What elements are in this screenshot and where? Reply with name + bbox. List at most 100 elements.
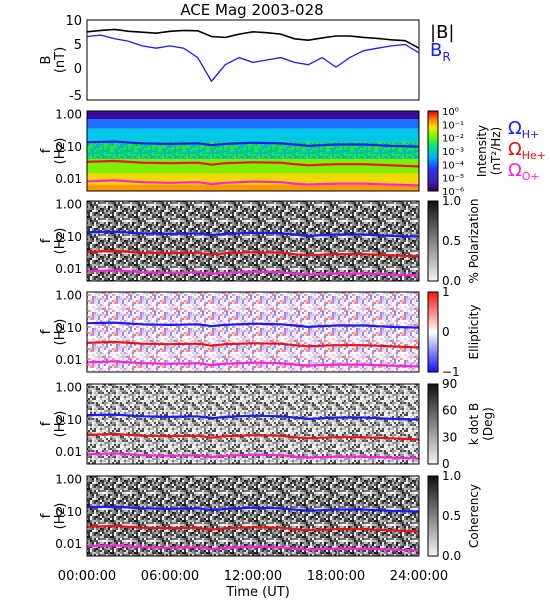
- intensity-colorbar-tick: 10⁻³: [442, 147, 464, 158]
- intensity-colorbar-tick: 10⁻⁶: [442, 187, 464, 198]
- intensity-ytick: 1.00: [55, 108, 82, 122]
- panel-kdotb: f (Hz) 1.00 0.10 0.01 90 60 30 0 k dot B (Deg): [39, 377, 495, 471]
- kdotb-colorbar-unit: (Deg): [481, 407, 495, 441]
- legend-omega-he-main: Ω: [508, 139, 522, 160]
- xtick-06: 06:00:00: [141, 569, 199, 584]
- coherency-spectrogram: [87, 476, 419, 556]
- ellipticity-plot-frame: [86, 291, 420, 373]
- intensity-colorbar: [427, 110, 439, 192]
- ellipticity-colorbar-tick: −1: [442, 365, 460, 379]
- legend-omega-o-main: Ω: [508, 160, 522, 181]
- intensity-gyro-line-he: [86, 159, 420, 168]
- intensity-colorbar-tick: 10⁻²: [442, 134, 464, 145]
- polarization-colorbar-title: % Polarization: [467, 199, 481, 284]
- intensity-band: [87, 128, 419, 142]
- polarization-ytick: 0.10: [55, 230, 82, 244]
- polarization-colorbar: [427, 200, 439, 282]
- legend-omega-he-sub: He+: [522, 149, 546, 162]
- intensity-gyro-line-o: [86, 179, 420, 187]
- xtick-18: 18:00:00: [307, 569, 365, 584]
- coherency-colorbar-title: Coherency: [467, 484, 481, 548]
- x-axis-label: Time (UT): [225, 585, 290, 600]
- panel-coherency: f (Hz) 1.00 0.10 0.01 1.0 0.5 0.0 Coherency: [39, 469, 481, 563]
- ellipticity-ylabel-sub: (Hz): [53, 319, 68, 346]
- series-b-r-line: [86, 34, 420, 83]
- intensity-colorbar-tick: 10⁰: [442, 107, 459, 118]
- kdotb-colorbar: [427, 383, 439, 465]
- kdotb-ytick: 0.01: [55, 445, 82, 459]
- kdotb-ylabel-sub: (Hz): [53, 411, 68, 438]
- legend-omega-o: ΩO+: [508, 160, 540, 183]
- legend-b-total: |B|: [430, 22, 454, 43]
- ellipticity-gyro-line-h: [86, 321, 420, 329]
- kdotb-ytick: 1.00: [55, 381, 82, 395]
- polarization-ylabel-main: f: [39, 238, 54, 243]
- legend-omega-h-sub: H+: [522, 128, 540, 141]
- intensity-colorbar-tick: 10⁻⁵: [442, 174, 464, 185]
- legend-omega-h: ΩH+: [508, 118, 539, 141]
- kdotb-plot-frame: [86, 383, 420, 465]
- intensity-band: [87, 119, 419, 129]
- intensity-colorbar-unit: (nT²/Hz): [489, 127, 503, 175]
- polarization-gyro-line-o: [86, 269, 420, 277]
- coherency-ylabel-sub: (Hz): [53, 503, 68, 530]
- legend-omega-o-sub: O+: [522, 170, 540, 183]
- ellipticity-gyro-line-he: [86, 340, 420, 349]
- polarization-ytick: 0.01: [55, 262, 82, 276]
- xtick-00: 00:00:00: [58, 569, 116, 584]
- legend-b-r-sub: R: [442, 50, 450, 64]
- coherency-gyro-line-he: [86, 524, 420, 533]
- xtick-24: 24:00:00: [390, 569, 448, 584]
- kdotb-ylabel-main: f: [39, 421, 54, 426]
- polarization-colorbar-tick: 0.0: [442, 274, 461, 288]
- intensity-colorbar-tick: 10⁻¹: [442, 120, 464, 131]
- bfield-ytick-10: 10: [65, 14, 82, 29]
- coherency-ytick: 1.00: [55, 473, 82, 487]
- kdotb-colorbar-tick: 60: [442, 404, 457, 418]
- ellipticity-colorbar-title: Ellipticity: [467, 305, 481, 360]
- ellipticity-ytick: 0.01: [55, 353, 82, 367]
- polarization-gyro-line-he: [86, 249, 420, 258]
- x-axis-ticks: [86, 551, 420, 556]
- coherency-gyro-line-h: [86, 505, 420, 513]
- panel-intensity: f (Hz) 1.00 0.10 0.01 10⁰ 10⁻¹ 10⁻² 10⁻³ 10⁻⁴ 10⁻⁵…: [39, 107, 503, 198]
- kdotb-colorbar-tick: 90: [442, 377, 457, 391]
- bfield-ytick-0: 0: [74, 62, 82, 77]
- chart-title: ACE Mag 2003-028: [180, 1, 323, 19]
- intensity-band: [87, 141, 419, 159]
- panel-ellipticity: f (Hz) 1.00 0.10 0.01 1 0 −1 Ellipticity: [39, 285, 481, 379]
- ellipticity-ytick: 1.00: [55, 289, 82, 303]
- kdotb-gyro-line-h: [86, 413, 420, 421]
- panel-polarization: f (Hz) 1.00 0.10 0.01 1.0 0.5 0.0 % Polarization: [39, 194, 481, 288]
- polarization-gyro-line-h: [86, 230, 420, 238]
- bfield-ytick-minus5: -5: [69, 89, 82, 104]
- coherency-colorbar-tick: 1.0: [442, 469, 461, 483]
- polarization-ylabel-sub: (Hz): [53, 228, 68, 255]
- intensity-ylabel-sub: (Hz): [53, 138, 68, 165]
- ellipticity-spectrogram: [87, 292, 419, 372]
- kdotb-colorbar-tick: 30: [442, 430, 457, 444]
- intensity-band: [87, 159, 419, 174]
- intensity-ylabel-main: f: [39, 148, 54, 153]
- intensity-band: [87, 184, 419, 191]
- intensity-band: [87, 111, 419, 119]
- intensity-colorbar-title: Intensity: [475, 125, 489, 177]
- coherency-colorbar-tick: 0.5: [442, 509, 461, 523]
- ellipticity-colorbar-tick: 0: [442, 325, 450, 339]
- polarization-ytick: 1.00: [55, 198, 82, 212]
- kdotb-gyro-line-he: [86, 432, 420, 441]
- ellipticity-gyro-line-o: [86, 360, 420, 368]
- ellipticity-colorbar: [427, 291, 439, 373]
- ellipticity-ylabel-main: f: [39, 329, 54, 334]
- intensity-gyro-line-h: [86, 140, 420, 148]
- gyro-legend: ΩH+ ΩHe+ ΩO+: [508, 118, 546, 183]
- kdotb-spectrogram: [87, 384, 419, 464]
- bfield-lines: [86, 28, 420, 83]
- kdotb-gyro-line-o: [86, 452, 420, 460]
- intensity-ytick: 0.01: [55, 172, 82, 186]
- coherency-colorbar: [427, 475, 439, 557]
- legend-b-r-main: B: [430, 40, 442, 61]
- legend-b-r: BR: [430, 40, 451, 64]
- kdotb-colorbar-title: k dot B: [467, 403, 481, 445]
